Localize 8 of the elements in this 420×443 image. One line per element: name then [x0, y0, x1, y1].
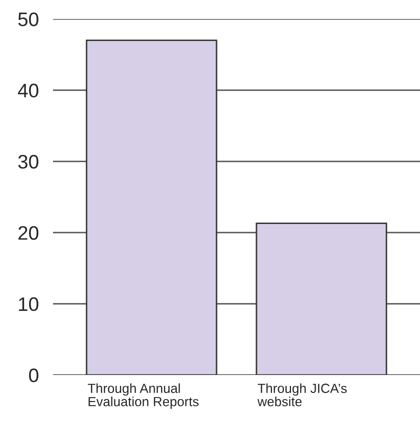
y-tick-label: 50: [18, 12, 38, 26]
y-tick-label: 0: [29, 368, 38, 382]
y-tick-label: 20: [18, 226, 38, 240]
y-tick-label: 40: [18, 84, 38, 98]
y-tick-label: 30: [18, 154, 38, 169]
x-tick-label: Through JICA’s website: [257, 383, 347, 406]
x-tick-label: Through Annual Evaluation Reports: [88, 383, 199, 409]
y-tick-label: 10: [18, 297, 38, 312]
